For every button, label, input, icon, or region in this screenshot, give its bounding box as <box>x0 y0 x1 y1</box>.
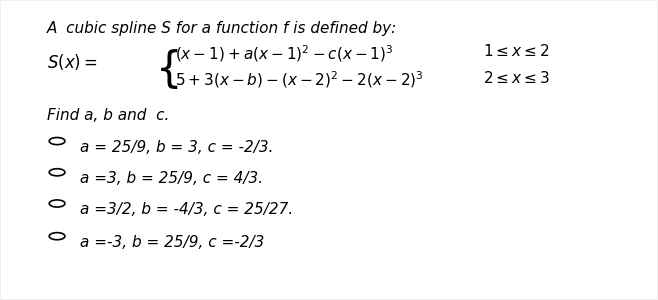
Text: $S(x) =$: $S(x) =$ <box>47 52 98 72</box>
Text: $(x-1)+a(x-1)^2-c(x-1)^3$: $(x-1)+a(x-1)^2-c(x-1)^3$ <box>175 43 393 64</box>
Text: a =3, b = 25/9, c = 4/3.: a =3, b = 25/9, c = 4/3. <box>80 171 263 186</box>
Text: a =3/2, b = -4/3, c = 25/27.: a =3/2, b = -4/3, c = 25/27. <box>80 202 293 217</box>
Text: $\{$: $\{$ <box>155 47 178 92</box>
Text: $5+3(x-b)-(x-2)^2-2(x-2)^3$: $5+3(x-b)-(x-2)^2-2(x-2)^3$ <box>175 70 424 91</box>
Text: $2\leq x\leq 3$: $2\leq x\leq 3$ <box>483 70 549 86</box>
Text: a = 25/9, b = 3, c = -2/3.: a = 25/9, b = 3, c = -2/3. <box>80 140 274 154</box>
Text: Find a, b and  c.: Find a, b and c. <box>47 108 170 123</box>
Text: A  cubic spline S for a function f is defined by:: A cubic spline S for a function f is def… <box>47 21 397 36</box>
Text: a =-3, b = 25/9, c =-2/3: a =-3, b = 25/9, c =-2/3 <box>80 235 265 250</box>
Text: $1\leq x\leq 2$: $1\leq x\leq 2$ <box>483 43 549 59</box>
